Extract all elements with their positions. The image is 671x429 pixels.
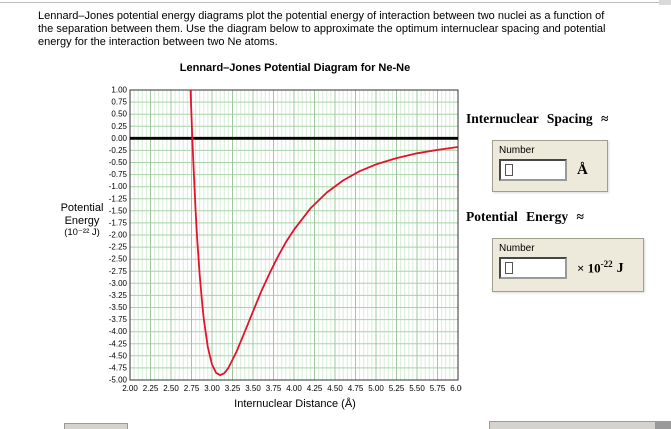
unit-exponent: -22 — [600, 258, 613, 269]
svg-text:-0.75: -0.75 — [109, 170, 128, 179]
input-row: Å — [493, 156, 607, 181]
energy-heading: Potential Energy ≈ — [466, 209, 584, 224]
svg-text:-1.00: -1.00 — [109, 182, 128, 191]
answer-slot-icon — [505, 164, 513, 176]
chart-title: Lennard–Jones Potential Diagram for Ne-N… — [179, 62, 411, 74]
energy-answer-box: Number × 10-22 J — [492, 238, 644, 292]
cropped-ui-fragment — [489, 421, 655, 429]
energy-unit: × 10-22 J — [577, 259, 624, 277]
cropped-ui-fragment — [659, 0, 671, 5]
svg-text:-1.50: -1.50 — [109, 206, 128, 215]
spacing-answer-box: Number Å — [492, 140, 608, 192]
svg-text:2.50: 2.50 — [163, 384, 179, 393]
y-axis-label-line: Energy — [64, 214, 100, 227]
y-axis-label-line: Potential — [60, 202, 104, 214]
svg-text:-3.50: -3.50 — [109, 303, 128, 312]
svg-text:-3.75: -3.75 — [109, 315, 128, 324]
svg-text:2.25: 2.25 — [143, 384, 159, 393]
svg-text:-3.25: -3.25 — [109, 291, 128, 300]
svg-text:1.00: 1.00 — [111, 86, 127, 95]
problem-statement: Lennard–Jones potential energy diagrams … — [38, 10, 606, 48]
svg-text:3.00: 3.00 — [204, 384, 220, 393]
energy-input[interactable] — [499, 257, 567, 279]
svg-text:6.00: 6.00 — [450, 384, 462, 393]
svg-text:-4.50: -4.50 — [109, 351, 128, 360]
cropped-ui-fragment — [655, 421, 671, 429]
svg-text:4.75: 4.75 — [348, 384, 364, 393]
y-axis-label-line: (10⁻²² J) — [64, 227, 100, 238]
svg-text:3.75: 3.75 — [266, 384, 282, 393]
svg-text:-4.25: -4.25 — [109, 339, 128, 348]
svg-text:2.00: 2.00 — [122, 384, 138, 393]
field-type-label: Number — [499, 145, 535, 156]
chart-plot: 1.00 0.75 0.50 0.25 0.00 -0.25 -0.50 -0.75 -1.00… — [109, 86, 462, 394]
svg-text:5.25: 5.25 — [389, 384, 405, 393]
answer-slot-icon — [505, 262, 513, 274]
svg-text:-4.00: -4.00 — [109, 327, 128, 336]
svg-text:4.00: 4.00 — [286, 384, 302, 393]
svg-text:0.50: 0.50 — [111, 110, 127, 119]
svg-text:4.50: 4.50 — [327, 384, 343, 393]
svg-text:3.50: 3.50 — [245, 384, 261, 393]
svg-text:-4.75: -4.75 — [109, 363, 128, 372]
svg-text:-2.25: -2.25 — [109, 243, 128, 252]
svg-text:-5.00: -5.00 — [109, 376, 128, 385]
cropped-ui-fragment — [64, 423, 128, 429]
svg-text:5.50: 5.50 — [409, 384, 425, 393]
svg-text:0.25: 0.25 — [111, 122, 127, 131]
svg-text:-0.50: -0.50 — [109, 158, 128, 167]
svg-text:-2.75: -2.75 — [109, 267, 128, 276]
svg-text:5.00: 5.00 — [368, 384, 384, 393]
svg-text:5.75: 5.75 — [430, 384, 446, 393]
svg-text:-3.00: -3.00 — [109, 279, 128, 288]
spacing-heading: Internuclear Spacing ≈ — [466, 111, 609, 126]
field-type-label: Number — [499, 243, 535, 254]
svg-text:4.25: 4.25 — [307, 384, 323, 393]
y-axis-label: Potential Energy (10⁻²² J) — [58, 202, 106, 240]
top-divider — [0, 2, 671, 3]
unit-base: × 10 — [577, 260, 601, 276]
unit-suffix: J — [616, 261, 624, 277]
spacing-input[interactable] — [499, 159, 567, 181]
svg-text:-1.75: -1.75 — [109, 218, 128, 227]
x-axis-label: Internuclear Distance (Å) — [234, 398, 356, 410]
svg-text:2.75: 2.75 — [184, 384, 200, 393]
lj-curve — [189, 90, 458, 377]
svg-text:3.25: 3.25 — [225, 384, 241, 393]
input-row: × 10-22 J — [493, 254, 643, 279]
svg-text:-2.50: -2.50 — [109, 255, 128, 264]
svg-text:-2.00: -2.00 — [109, 231, 128, 240]
svg-text:0.75: 0.75 — [111, 98, 127, 107]
spacing-unit: Å — [577, 161, 588, 178]
svg-text:0.00: 0.00 — [111, 134, 127, 143]
svg-text:-0.25: -0.25 — [109, 146, 128, 155]
svg-text:-1.25: -1.25 — [109, 194, 128, 203]
